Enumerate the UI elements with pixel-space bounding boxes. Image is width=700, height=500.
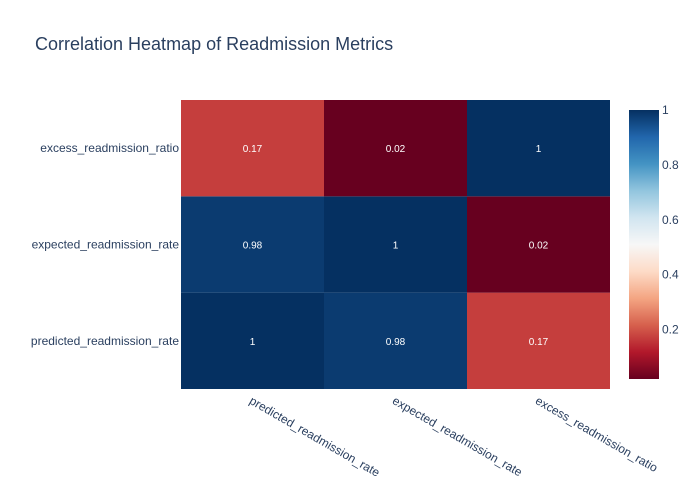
colorbar-tick-label: 0.4	[662, 268, 679, 282]
y-axis-tick-labels: predicted_readmission_rate expected_readm…	[31, 141, 179, 348]
cell-value-label: 0.17	[529, 337, 549, 348]
x-tick-label: expected_readmission_rate	[390, 393, 525, 479]
colorbar-gradient	[629, 110, 659, 379]
x-axis-tick-labels: predicted_readmission_rate expected_readm…	[247, 393, 660, 479]
cell-value-label: 0.02	[529, 241, 549, 252]
cell-value-label: 1	[250, 337, 256, 348]
cell-value-label: 1	[536, 144, 542, 155]
heatmap-cell	[467, 196, 610, 293]
heatmap-cell	[467, 100, 610, 197]
y-tick-label: excess_readmission_ratio	[40, 141, 179, 155]
colorbar-tick-label: 0.8	[662, 158, 679, 172]
heatmap-cell	[324, 292, 467, 389]
cell-value-label: 1	[393, 241, 399, 252]
heatmap-cell	[181, 100, 324, 197]
heatmap-cells: 1 0.98 0.17 0.98 1 0.02 0.17 0.02 1	[181, 100, 610, 389]
colorbar-tick-label: 1	[662, 103, 669, 117]
cell-value-label: 0.17	[243, 144, 263, 155]
colorbar-tick-label: 0.6	[662, 213, 679, 227]
cell-value-label: 0.02	[386, 144, 406, 155]
cell-value-label: 0.98	[243, 241, 263, 252]
x-tick-label: predicted_readmission_rate	[247, 393, 383, 479]
heatmap-cell	[181, 196, 324, 293]
colorbar-tick-label: 0.2	[662, 323, 679, 337]
colorbar: 0.2 0.4 0.6 0.8 1	[629, 103, 679, 379]
heatmap-cell	[324, 196, 467, 293]
chart-title: Correlation Heatmap of Readmission Metri…	[35, 34, 393, 54]
heatmap-cell	[467, 292, 610, 389]
y-tick-label: expected_readmission_rate	[32, 238, 180, 252]
x-tick-label: excess_readmission_ratio	[533, 393, 660, 475]
heatmap-cell	[324, 100, 467, 197]
heatmap-cell	[181, 292, 324, 389]
y-tick-label: predicted_readmission_rate	[31, 334, 179, 348]
cell-value-label: 0.98	[386, 337, 406, 348]
